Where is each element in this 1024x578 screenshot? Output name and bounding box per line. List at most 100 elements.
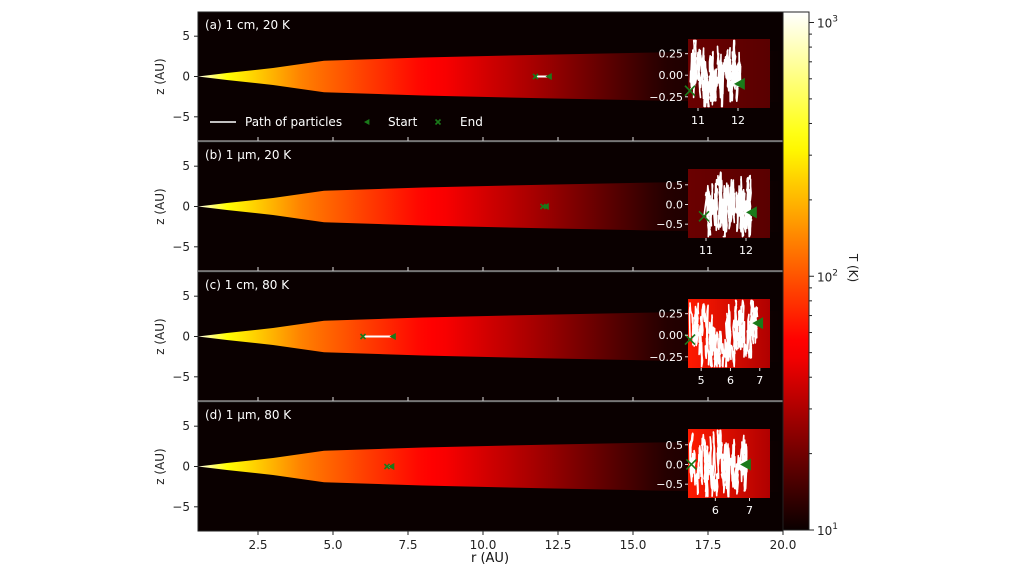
y-tick-label: 0 bbox=[182, 200, 190, 214]
end-marker-icon bbox=[698, 210, 710, 222]
start-marker-icon bbox=[389, 333, 396, 340]
end-marker-icon bbox=[684, 333, 696, 346]
inset-y-tick-label: 0.00 bbox=[659, 69, 684, 82]
x-tick-label: 15.0 bbox=[620, 538, 647, 552]
y-axis-label: z (AU) bbox=[153, 448, 167, 484]
y-tick-label: 0 bbox=[182, 460, 190, 474]
disk bbox=[198, 440, 783, 493]
colorbar-bar bbox=[782, 11, 810, 531]
x-tick-label: 10.0 bbox=[470, 538, 497, 552]
y-tick-label: −5 bbox=[172, 240, 190, 254]
inset-y-tick-label: −0.25 bbox=[649, 351, 683, 364]
inset-panel: 0.5 0.0 −0.5 11 12 bbox=[656, 169, 770, 257]
panel-title: (d) 1 μm, 80 K bbox=[205, 408, 292, 422]
y-tick-label: −5 bbox=[172, 500, 190, 514]
y-tick-label: −5 bbox=[172, 110, 190, 124]
panel-title: (b) 1 μm, 20 K bbox=[205, 148, 292, 162]
inset-y-tick-label: 0.5 bbox=[666, 439, 684, 452]
inset-y-tick-label: 0.5 bbox=[666, 179, 684, 192]
inset-x-tick-label: 6 bbox=[727, 374, 734, 387]
panel-title: (c) 1 cm, 80 K bbox=[205, 278, 290, 292]
panel-d: (d) 1 μm, 80 K 5 0 −5 z (AU) 2.5 5.0 7.5 10.0 12.… bbox=[153, 401, 797, 552]
colorbar-tick-base: 10 bbox=[817, 17, 832, 31]
inset-y-tick-label: −0.25 bbox=[649, 91, 683, 104]
inset-x-tick-label: 7 bbox=[746, 504, 753, 517]
inset-x-tick-label: 11 bbox=[699, 244, 713, 257]
end-marker-icon bbox=[383, 463, 391, 470]
start-marker-icon bbox=[746, 206, 757, 219]
inset-x-tick-label: 11 bbox=[691, 114, 705, 127]
y-tick-label: 5 bbox=[182, 29, 190, 43]
end-marker-icon bbox=[684, 85, 696, 97]
end-marker-icon bbox=[359, 333, 367, 340]
x-axis-label: r (AU) bbox=[471, 551, 509, 566]
legend-label: Start bbox=[388, 115, 418, 129]
inset-particle-path bbox=[688, 429, 749, 498]
start-marker-icon bbox=[734, 77, 745, 90]
y-axis-label: z (AU) bbox=[153, 58, 167, 94]
disk bbox=[198, 310, 783, 363]
inset-panel: 0.25 0.00 −0.25 5 6 7 bbox=[649, 299, 770, 387]
disk bbox=[198, 50, 783, 103]
start-marker-icon bbox=[545, 73, 552, 80]
x-tick-label: 5.0 bbox=[323, 538, 342, 552]
y-axis-label: z (AU) bbox=[153, 188, 167, 224]
inset-panel: 0.5 0.0 −0.5 6 7 bbox=[656, 429, 770, 517]
inset-x-tick-label: 12 bbox=[731, 114, 745, 127]
y-tick-label: 0 bbox=[182, 330, 190, 344]
x-tick-label: 20.0 bbox=[770, 538, 797, 552]
inset-particle-path bbox=[703, 171, 753, 238]
colorbar-tick-exponent: 2 bbox=[832, 268, 838, 278]
x-tick-label: 17.5 bbox=[695, 538, 722, 552]
inset-y-tick-label: −0.5 bbox=[656, 478, 683, 491]
colorbar-tick-base: 10 bbox=[817, 524, 832, 538]
inset-y-tick-label: 0.25 bbox=[659, 308, 684, 321]
y-tick-label: 5 bbox=[182, 289, 190, 303]
inset-x-tick-label: 7 bbox=[756, 374, 763, 387]
legend-label: End bbox=[460, 115, 483, 129]
inset-y-tick-label: 0.0 bbox=[666, 198, 684, 211]
start-marker-icon bbox=[740, 458, 751, 471]
x-tick-label: 2.5 bbox=[248, 538, 267, 552]
inset-y-tick-label: 0.0 bbox=[666, 458, 684, 471]
colorbar-tick-base: 10 bbox=[817, 270, 832, 284]
inset-panel: 0.25 0.00 −0.25 11 12 bbox=[649, 39, 770, 127]
y-tick-label: 5 bbox=[182, 159, 190, 173]
end-marker-icon bbox=[539, 203, 547, 210]
inset-x-tick-label: 12 bbox=[739, 244, 753, 257]
colorbar-tick-exponent: 3 bbox=[832, 15, 838, 25]
y-axis-label: z (AU) bbox=[153, 318, 167, 354]
start-marker-icon bbox=[752, 317, 764, 330]
colorbar-tick-label: 101 bbox=[817, 522, 838, 538]
legend: Path of particles Start End bbox=[210, 115, 483, 129]
start-marker-icon bbox=[364, 119, 370, 125]
start-marker-icon bbox=[542, 203, 549, 210]
inset-particle-path bbox=[689, 39, 742, 108]
inset-y-tick-label: 0.25 bbox=[659, 48, 684, 61]
colorbar-tick-label: 103 bbox=[817, 15, 838, 31]
inset-x-tick-label: 5 bbox=[698, 374, 705, 387]
colorbar-tick-exponent: 1 bbox=[832, 522, 838, 532]
panel-a: (a) 1 cm, 20 K 5 0 −5 z (AU) 0.25 0.00 −0.25 11 1… bbox=[153, 11, 784, 143]
inset-y-tick-label: 0.00 bbox=[659, 329, 684, 342]
legend-label: Path of particles bbox=[245, 115, 342, 129]
inset-y-tick-label: −0.5 bbox=[656, 218, 683, 231]
inset-particle-path bbox=[688, 299, 759, 368]
colorbar-label: T (K) bbox=[846, 253, 860, 282]
end-marker-icon bbox=[532, 73, 539, 80]
end-marker-icon bbox=[685, 458, 697, 471]
end-marker-icon bbox=[434, 118, 442, 126]
y-tick-label: 5 bbox=[182, 419, 190, 433]
x-tick-label: 12.5 bbox=[545, 538, 572, 552]
start-marker-icon bbox=[388, 463, 395, 470]
panel-b: (b) 1 μm, 20 K 5 0 −5 z (AU) 0.5 0.0 −0.5 11 12 bbox=[153, 141, 784, 273]
y-tick-label: −5 bbox=[172, 370, 190, 384]
inset-x-tick-label: 6 bbox=[712, 504, 719, 517]
panel-c: (c) 1 cm, 80 K 5 0 −5 z (AU) 0.25 0.00 −0.25 5 6 7 bbox=[153, 271, 784, 403]
panel-title: (a) 1 cm, 20 K bbox=[205, 18, 291, 32]
x-tick-label: 7.5 bbox=[398, 538, 417, 552]
y-tick-label: 0 bbox=[182, 70, 190, 84]
colorbar-tick-label: 102 bbox=[817, 268, 838, 284]
